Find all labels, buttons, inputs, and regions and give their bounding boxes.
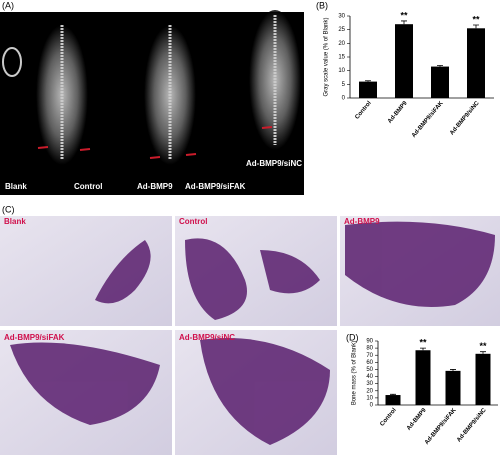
significance: ** xyxy=(479,341,487,351)
significance: ** xyxy=(472,14,480,24)
bar xyxy=(359,81,377,98)
error-bar xyxy=(437,65,443,67)
bar xyxy=(445,370,461,405)
y-tick-label: 70 xyxy=(366,353,373,359)
y-tick-label: 5 xyxy=(342,82,346,88)
histology-label: Control xyxy=(179,217,207,226)
x-tick-label: Ad-BMP9/siNC xyxy=(456,407,488,444)
xray-label: Blank xyxy=(5,182,27,191)
mouse-skeletons xyxy=(2,10,301,165)
y-tick-label: 30 xyxy=(366,381,373,387)
panel-label: (A) xyxy=(2,0,14,10)
y-tick-label: 15 xyxy=(338,55,345,61)
x-tick-label: Ad-BMP9 xyxy=(387,100,409,125)
y-tick-label: 40 xyxy=(366,374,373,380)
bar xyxy=(415,350,431,405)
panel-label: (D) xyxy=(346,332,359,342)
xray-label: Ad-BMP9/siNC xyxy=(246,159,302,168)
y-tick-label: 10 xyxy=(338,68,345,74)
xray-label: Ad-BMP9/siFAK xyxy=(185,182,246,191)
error-bar xyxy=(473,24,479,29)
y-tick-label: 90 xyxy=(366,339,373,345)
y-tick-label: 50 xyxy=(366,367,373,373)
xray-label: Ad-BMP9 xyxy=(137,182,173,191)
x-tick-label: Control xyxy=(354,100,373,120)
y-tick-label: 20 xyxy=(338,41,345,47)
error-bar xyxy=(420,347,426,351)
x-tick-label: Ad-BMP9 xyxy=(406,407,428,432)
y-tick-label: 20 xyxy=(366,388,373,394)
histology-label: Ad-BMP9/siFAK xyxy=(4,333,65,342)
error-bar xyxy=(365,80,371,82)
y-tick-label: 60 xyxy=(366,360,373,366)
panel-label: (B) xyxy=(316,0,328,10)
bar xyxy=(395,24,413,99)
y-axis-label: Bone mass (% of Blank) xyxy=(352,341,358,405)
chart: Bone mass (% of Blank) 0 10203040506070809… xyxy=(352,337,498,446)
histology-label: Ad-BMP9 xyxy=(344,217,380,226)
x-tick-label: Control xyxy=(379,407,398,427)
chart: Gray scale value (% of Blank) 0 5 10 15 20 25 3… xyxy=(324,10,494,139)
significance: ** xyxy=(419,337,427,347)
y-tick-label: 30 xyxy=(338,14,345,20)
histology-label: Blank xyxy=(4,217,26,226)
panel-label: (C) xyxy=(2,204,15,214)
x-tick-label: Ad-BMP9/siFAK xyxy=(424,407,458,446)
bar xyxy=(431,66,449,98)
error-bar xyxy=(401,20,407,25)
y-tick-label: 0 xyxy=(370,403,374,409)
error-bar xyxy=(480,351,486,354)
bar xyxy=(467,28,485,98)
significance: ** xyxy=(400,10,408,20)
bar xyxy=(385,395,401,405)
y-axis-label: Gray scale value (% of Blank) xyxy=(324,17,330,96)
x-tick-label: Ad-BMP9/siFAK xyxy=(411,100,445,139)
bar xyxy=(475,353,491,405)
y-tick-label: 0 xyxy=(342,96,346,102)
histology-label: Ad-BMP9/siNC xyxy=(179,333,235,342)
error-bar xyxy=(450,369,456,371)
histology-images xyxy=(0,216,500,455)
y-tick-label: 25 xyxy=(338,27,345,33)
error-bar xyxy=(390,393,396,396)
xray-label: Control xyxy=(74,182,102,191)
x-tick-label: Ad-BMP9/siNC xyxy=(449,100,481,137)
y-tick-label: 80 xyxy=(366,346,373,352)
y-tick-label: 10 xyxy=(366,395,373,401)
